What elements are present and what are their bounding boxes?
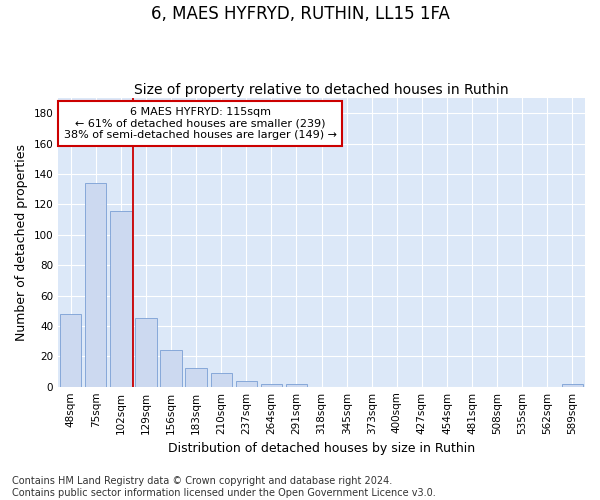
Bar [185,368,207,386]
Bar [110,210,131,386]
Text: Contains HM Land Registry data © Crown copyright and database right 2024.
Contai: Contains HM Land Registry data © Crown c… [12,476,436,498]
Text: 6 MAES HYFRYD: 115sqm
← 61% of detached houses are smaller (239)
38% of semi-det: 6 MAES HYFRYD: 115sqm ← 61% of detached … [64,107,337,140]
Bar [236,380,257,386]
Bar [60,314,82,386]
Bar [136,318,157,386]
Bar [211,373,232,386]
Bar [85,183,106,386]
Title: Size of property relative to detached houses in Ruthin: Size of property relative to detached ho… [134,83,509,97]
X-axis label: Distribution of detached houses by size in Ruthin: Distribution of detached houses by size … [168,442,475,455]
Bar [286,384,307,386]
Y-axis label: Number of detached properties: Number of detached properties [15,144,28,341]
Bar [160,350,182,387]
Bar [562,384,583,386]
Text: 6, MAES HYFRYD, RUTHIN, LL15 1FA: 6, MAES HYFRYD, RUTHIN, LL15 1FA [151,5,449,23]
Bar [261,384,282,386]
